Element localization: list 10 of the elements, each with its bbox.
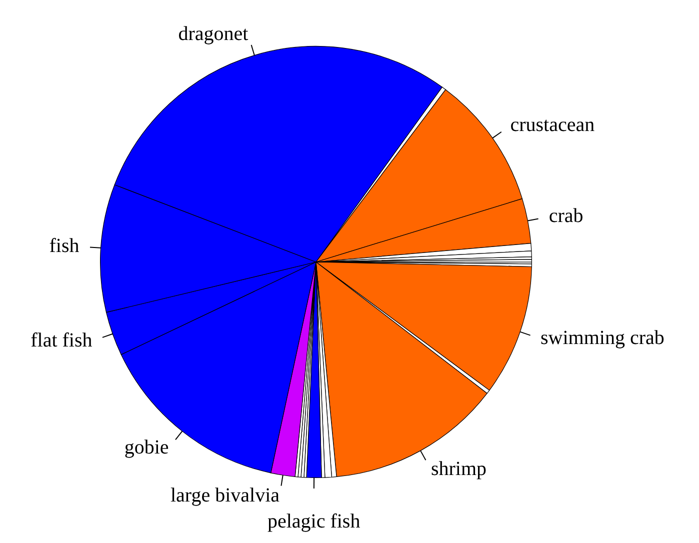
slice-label: crustacean (510, 114, 595, 136)
slice-label: shrimp (430, 458, 487, 480)
slice-label: dragonet (178, 22, 249, 45)
slice-label: flat fish (30, 329, 92, 352)
slice-label: swimming crab (540, 327, 664, 350)
slice-label: large bivalvia (170, 484, 280, 507)
slice-label: crab (548, 204, 584, 227)
slice-label: gobie (124, 436, 169, 458)
slice-label: pelagic fish (267, 510, 360, 533)
slice-label: fish (49, 234, 80, 257)
